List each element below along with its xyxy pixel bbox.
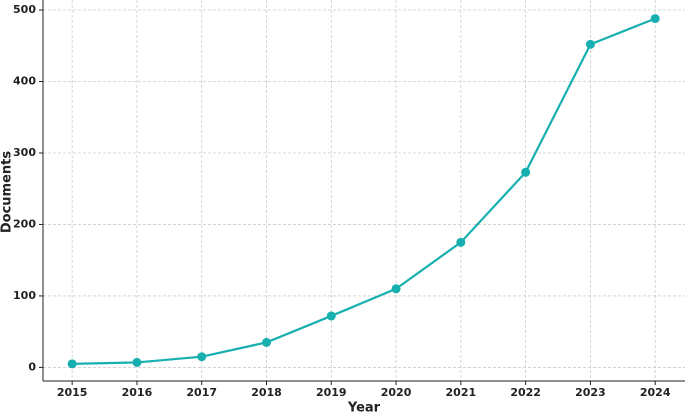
point [67,359,77,369]
point [197,352,207,362]
point [650,14,660,24]
x-tick-label: 2020 [381,386,412,399]
y-tick-label: 500 [13,3,36,16]
point [262,337,272,347]
point [132,357,142,367]
x-axis-label: Year [347,401,381,414]
y-tick-label: 300 [13,146,36,159]
x-tick-label: 2019 [316,386,347,399]
y-tick-label: 200 [13,217,36,230]
point [391,284,401,294]
point [585,39,595,49]
x-tick-label: 2024 [640,386,671,399]
x-tick-label: 2021 [446,386,477,399]
point [326,311,336,321]
y-tick-label: 0 [28,360,36,373]
y-tick-label: 100 [13,289,36,302]
x-tick-label: 2015 [57,386,88,399]
y-axis-label: Documents [0,151,15,234]
x-tick-label: 2022 [510,386,541,399]
point [521,167,531,177]
x-tick-label: 2017 [186,386,217,399]
y-tick-label: 400 [13,74,36,87]
x-tick-label: 2023 [575,386,606,399]
x-tick-label: 2016 [122,386,153,399]
point [456,237,466,247]
x-tick-label: 2018 [251,386,282,399]
line [72,17,656,365]
